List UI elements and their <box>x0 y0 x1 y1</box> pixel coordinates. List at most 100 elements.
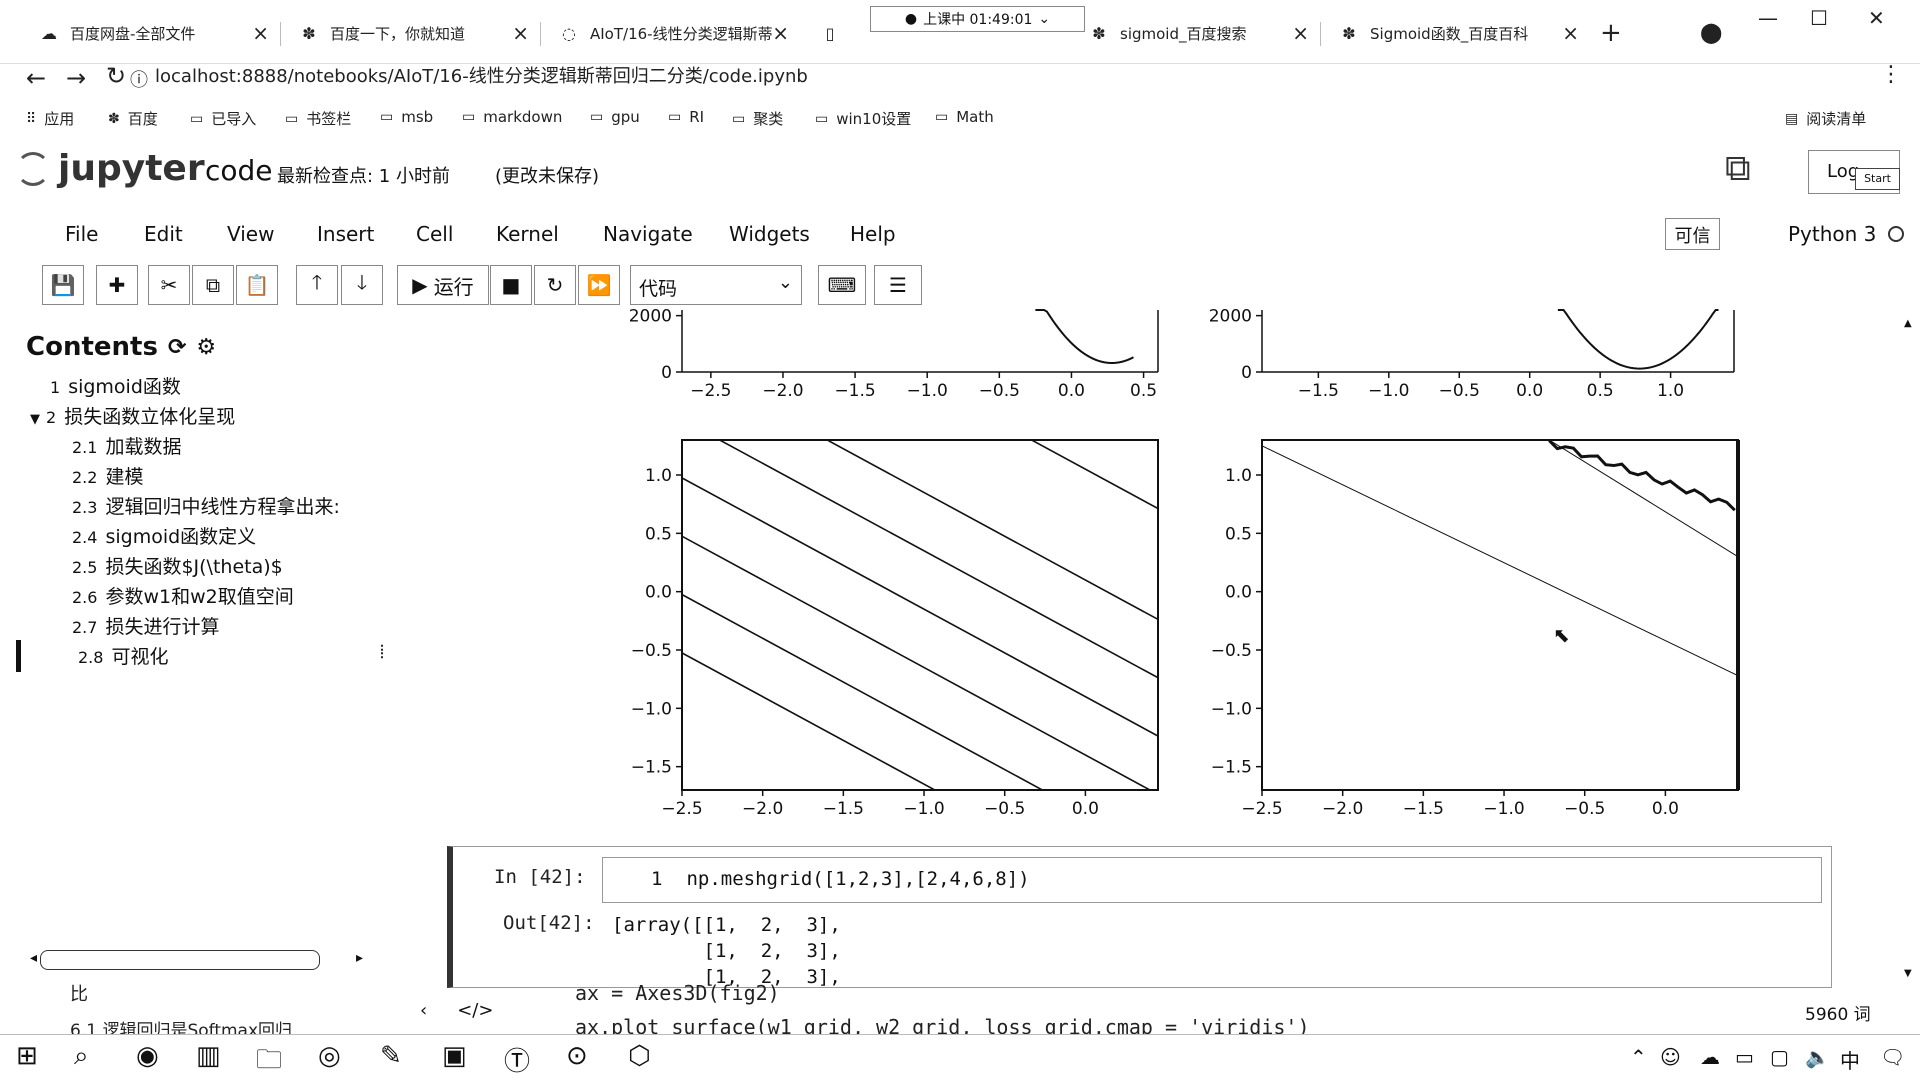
scroll-up-icon[interactable]: ▲ <box>1904 318 1912 329</box>
scroll-down-icon[interactable]: ▼ <box>1904 968 1912 979</box>
info-icon[interactable]: ⓘ <box>130 70 148 91</box>
menu-widgets[interactable]: Widgets <box>729 222 810 246</box>
command-palette-button[interactable]: ⌨ <box>818 265 866 305</box>
windows-start-icon[interactable]: ⊞ <box>16 1041 38 1071</box>
reading-list[interactable]: ▤ 阅读清单 <box>1785 108 1866 129</box>
paste-button[interactable]: 📋 <box>236 265 278 305</box>
bookmark-baidu[interactable]: ✽ 百度 <box>108 108 158 129</box>
bookmark-folder[interactable]: ▭ msb <box>380 108 433 126</box>
browser-menu-button[interactable]: ⋮ <box>1880 62 1902 87</box>
close-icon[interactable]: × <box>252 21 269 45</box>
bookmark-folder[interactable]: ▭ 聚类 <box>732 108 783 129</box>
toc-item[interactable]: 1 sigmoid函数 <box>50 372 181 399</box>
restart-run-all-button[interactable]: ⏩ <box>578 265 620 305</box>
toc-item[interactable]: 2.5 损失函数$J(\theta)$ <box>72 552 283 579</box>
menu-insert[interactable]: Insert <box>317 222 375 246</box>
scroll-left-icon[interactable]: ◂ <box>30 950 38 966</box>
notebook-name[interactable]: code <box>205 154 273 187</box>
task-view-icon[interactable]: ▥ <box>196 1041 221 1071</box>
menu-kernel[interactable]: Kernel <box>496 222 559 246</box>
tab-baidu[interactable]: ✽ 百度一下，你就知道 × <box>288 14 533 52</box>
restart-button[interactable]: ↻ <box>534 265 576 305</box>
scroll-right-icon[interactable]: ▸ <box>356 950 364 966</box>
close-icon[interactable]: × <box>1292 21 1309 45</box>
toc-item-active[interactable]: 2.8 可视化 <box>78 642 168 669</box>
address-bar[interactable]: localhost:8888/notebooks/AIoT/16-线性分类逻辑斯… <box>155 66 808 87</box>
window-close-button[interactable]: ✕ <box>1868 6 1885 30</box>
file-explorer-icon[interactable]: 🗀 <box>256 1045 283 1075</box>
close-icon[interactable]: × <box>772 21 789 45</box>
toc-item[interactable]: 2.2 建模 <box>72 462 143 489</box>
search-icon[interactable]: ⌕ <box>74 1041 89 1071</box>
monitor-icon[interactable]: ▢ <box>1770 1045 1789 1069</box>
bookmark-folder[interactable]: ▭ Math <box>935 108 994 126</box>
tab-doc[interactable]: ▯ <box>810 14 860 52</box>
menu-view[interactable]: View <box>227 222 275 246</box>
menu-navigate[interactable]: Navigate <box>603 222 693 246</box>
ime-icon[interactable]: 中 <box>1840 1049 1860 1073</box>
trusted-badge[interactable]: 可信 <box>1665 218 1720 250</box>
bookmark-folder[interactable]: ▭ RI <box>668 108 704 126</box>
tab-baidu-pan[interactable]: ☁ 百度网盘-全部文件 × <box>28 14 273 52</box>
volume-icon[interactable]: 🔈 <box>1805 1045 1830 1069</box>
tray-chevron-icon[interactable]: ⌃ <box>1630 1045 1647 1069</box>
cut-button[interactable]: ✂ <box>148 265 190 305</box>
interrupt-button[interactable]: ■ <box>490 265 532 305</box>
refresh-icon[interactable]: ⟳ <box>167 334 187 360</box>
cube-app-icon[interactable]: ⬡ <box>628 1041 651 1071</box>
toc-item[interactable]: 2.7 损失进行计算 <box>72 612 219 639</box>
menu-help[interactable]: Help <box>850 222 896 246</box>
maximize-button[interactable]: ☐ <box>1810 6 1828 30</box>
move-up-button[interactable]: 🡑 <box>296 265 338 305</box>
insert-cell-button[interactable]: ✚ <box>96 265 138 305</box>
circle-app-icon[interactable]: ◉ <box>136 1041 159 1071</box>
cell-input[interactable]: 1 np.meshgrid([1,2,3],[2,4,6,8]) <box>602 857 1822 903</box>
toc-horizontal-scrollbar[interactable] <box>40 950 320 970</box>
pen-tool-icon[interactable]: ✎ <box>380 1041 402 1071</box>
close-icon[interactable]: × <box>512 21 529 45</box>
toc-toggle-button[interactable]: ☰ <box>874 265 922 305</box>
code-cell[interactable] <box>447 846 1832 988</box>
tray-app-icon[interactable]: ☺ <box>1660 1045 1681 1069</box>
notification-icon[interactable]: 🗨 <box>1880 1045 1906 1069</box>
class-clock-badge[interactable]: ● 上课中 01:49:01 ⌄ <box>870 6 1085 32</box>
text-tool-icon[interactable]: Ⓣ <box>504 1047 531 1077</box>
tab-jupyter[interactable]: ◌ AIoT/16-线性分类逻辑斯蒂 × <box>548 14 793 52</box>
page-scrollbar[interactable]: ▲ ▼ <box>1900 318 1916 979</box>
tab-sigmoid-search[interactable]: ✽ sigmoid_百度搜索 × <box>1078 14 1313 52</box>
chrome-icon[interactable]: ◎ <box>318 1041 341 1071</box>
copy-button[interactable]: ⧉ <box>192 265 234 305</box>
back-button[interactable]: ← <box>26 64 47 92</box>
reload-button[interactable]: ↻ <box>106 62 127 90</box>
resize-handle[interactable]: ⦙ <box>380 642 385 663</box>
minimize-button[interactable]: — <box>1758 6 1778 30</box>
code-icon[interactable]: </> <box>457 1000 494 1021</box>
start-button[interactable]: Start <box>1855 168 1900 190</box>
tab-sigmoid-baike[interactable]: ✽ Sigmoid函数_百度百科 × <box>1328 14 1583 52</box>
close-icon[interactable]: × <box>1562 21 1579 45</box>
chevron-left-icon[interactable]: ‹ <box>420 1000 428 1021</box>
cell-type-select[interactable]: 代码 ⌄ <box>630 265 802 305</box>
menu-file[interactable]: File <box>65 222 99 246</box>
recorder-icon[interactable]: ⊙ <box>566 1041 588 1071</box>
menu-cell[interactable]: Cell <box>416 222 454 246</box>
move-down-button[interactable]: 🡓 <box>341 265 383 305</box>
run-button[interactable]: ▶ 运行 <box>397 265 489 305</box>
bookmark-apps[interactable]: ⠿ 应用 <box>26 108 74 129</box>
bookmark-folder[interactable]: ▭ win10设置 <box>815 108 911 129</box>
save-button[interactable]: 💾 <box>42 265 84 305</box>
toc-item[interactable]: 2.3 逻辑回归中线性方程拿出来: <box>72 492 340 519</box>
battery-icon[interactable]: ▭ <box>1735 1045 1754 1069</box>
cloud-tray-icon[interactable]: ☁ <box>1700 1045 1720 1069</box>
profile-icon[interactable]: ⬤ <box>1700 20 1723 44</box>
bookmark-folder[interactable]: ▭ markdown <box>462 108 562 126</box>
forward-button[interactable]: → <box>66 64 87 92</box>
bookmark-folder[interactable]: ▭ 已导入 <box>190 108 256 129</box>
toc-item[interactable]: ▼ 2 损失函数立体化呈现 <box>30 402 235 429</box>
toc-item[interactable]: 2.4 sigmoid函数定义 <box>72 522 256 549</box>
slides-icon[interactable]: ▣ <box>442 1041 467 1071</box>
gear-icon[interactable]: ⚙ <box>196 334 217 360</box>
bookmark-folder[interactable]: ▭ 书签栏 <box>285 108 351 129</box>
menu-edit[interactable]: Edit <box>144 222 183 246</box>
toc-item[interactable]: 2.1 加载数据 <box>72 432 181 459</box>
